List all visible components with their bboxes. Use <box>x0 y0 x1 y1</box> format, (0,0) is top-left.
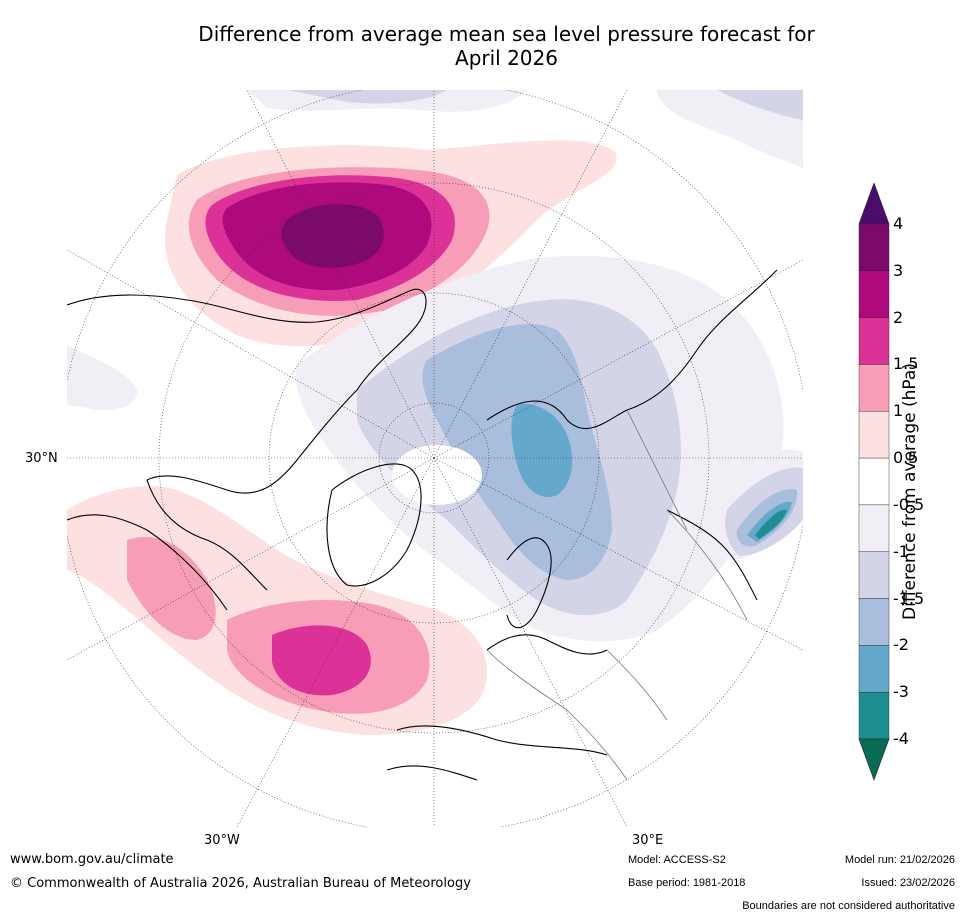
colorbar-tick-label: -2 <box>893 635 909 655</box>
chart-title-line2: April 2026 <box>455 46 558 70</box>
country-borders <box>486 409 748 781</box>
footer-disclaimer: Boundaries are not considered authoritat… <box>742 900 955 912</box>
lon-label-30e: 30°E <box>632 833 664 848</box>
colorbar-segment <box>858 457 890 506</box>
colorbar-segment <box>858 223 890 272</box>
colorbar-tick-label: 2 <box>893 307 904 327</box>
colorbar-tick-label: -1.5 <box>893 588 925 608</box>
colorbar-segment <box>858 551 890 599</box>
colorbar-under-arrow <box>858 738 890 781</box>
pressure-anomaly-map <box>67 90 803 827</box>
colorbar <box>858 183 890 781</box>
colorbar-tick-label: 1.5 <box>893 354 919 374</box>
colorbar-title: Difference from average (hPa) <box>900 363 920 620</box>
colorbar-tick-label: -1 <box>893 541 909 561</box>
footer-copyright: © Commonwealth of Australia 2026, Austra… <box>10 876 471 891</box>
lat-label-30n: 30°N <box>25 451 58 466</box>
colorbar-over-arrow <box>858 183 890 225</box>
anomaly-low-siberia <box>295 255 784 642</box>
colorbar-tick-label: 0.5 <box>893 448 919 468</box>
colorbar-segment <box>858 317 890 365</box>
footer-base-period: Base period: 1981-2018 <box>628 877 746 889</box>
lon-label-30w: 30°W <box>204 833 240 848</box>
chart-title-line1: Difference from average mean sea level p… <box>198 22 815 46</box>
footer-issued: Issued: 23/02/2026 <box>861 877 955 889</box>
colorbar-segment <box>858 504 890 552</box>
colorbar-segment <box>858 691 890 740</box>
footer-website: www.bom.gov.au/climate <box>10 852 174 867</box>
colorbar-segment <box>858 598 890 646</box>
footer-model-run: Model run: 21/02/2026 <box>844 854 955 866</box>
colorbar-segment <box>858 270 890 318</box>
colorbar-segments <box>858 223 890 740</box>
colorbar-tick-label: 3 <box>893 260 904 280</box>
colorbar-tick-label: -3 <box>893 682 909 702</box>
graticule <box>67 90 803 827</box>
colorbar-segment <box>858 645 890 693</box>
colorbar-tick-label: 1 <box>893 401 904 421</box>
colorbar-tick-label: -0.5 <box>893 494 925 514</box>
coastlines <box>67 269 778 781</box>
footer-model: Model: ACCESS-S2 <box>628 854 726 866</box>
colorbar-segment <box>858 364 890 412</box>
colorbar-segment <box>858 411 890 459</box>
anomaly-low-eastasia <box>705 449 803 560</box>
colorbar-tick-label: 4 <box>893 214 904 233</box>
colorbar-tick-label: -4 <box>893 729 909 748</box>
